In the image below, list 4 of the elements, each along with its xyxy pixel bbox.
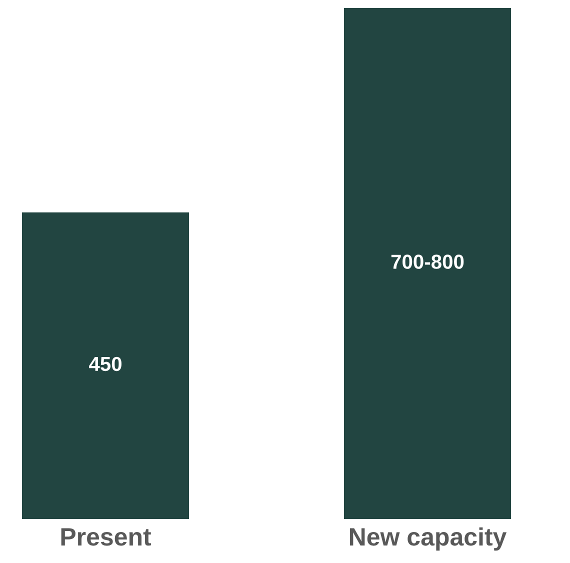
data-label: 700-800 [391, 254, 464, 269]
x-tick-label: Present [61, 528, 152, 546]
x-tick-label: New capacity [350, 527, 507, 551]
data-label: 450 [89, 356, 122, 372]
